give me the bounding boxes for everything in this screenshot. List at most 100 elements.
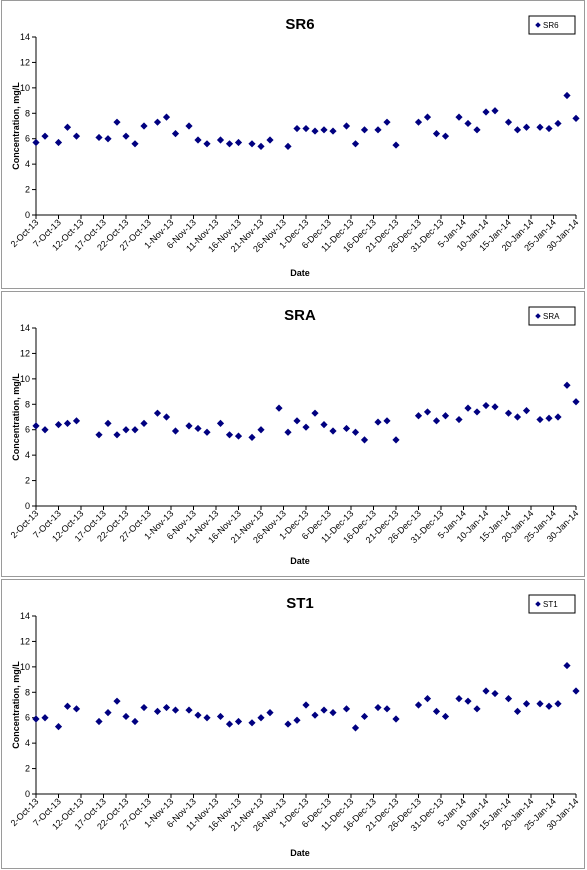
data-point [414,118,423,126]
data-point [54,421,63,429]
data-point [572,114,580,122]
data-point [284,428,292,436]
data-point [423,408,432,416]
legend-label: ST1 [543,600,558,609]
data-point [360,436,369,444]
data-point [153,118,162,126]
data-point [72,417,81,425]
data-point [513,413,522,421]
chart-1-svg: SRA024681012142-Oct-137-Oct-1312-Oct-131… [9,306,580,566]
data-point [432,130,441,138]
data-point [351,724,360,732]
data-point [162,413,171,421]
legend: SR6 [528,15,576,35]
data-point [545,702,553,710]
data-point [131,426,139,434]
data-point [473,408,481,416]
data-point [140,419,148,427]
legend-label: SRA [543,312,560,321]
data-point [414,701,423,709]
data-point [342,122,351,130]
data-point [311,409,319,417]
data-point [248,140,256,148]
data-point [563,381,571,389]
data-point [374,126,382,134]
data-point [522,407,531,415]
x-axis-label: Date [290,268,310,278]
data-point [225,140,234,148]
data-point [320,126,328,134]
legend-marker [535,22,541,28]
data-point [432,417,441,425]
data-point [153,707,162,715]
data-point [216,136,225,144]
data-point [329,427,337,435]
legend-box [528,306,576,326]
data-point [464,404,472,412]
data-point [473,705,481,713]
data-point [54,138,63,147]
data-point [54,723,63,731]
data-point [153,409,162,417]
data-point [554,119,562,128]
y-tick-label: 2 [25,476,30,486]
data-point [482,108,490,116]
data-point [374,703,382,712]
data-point [162,703,171,712]
data-point [342,424,351,433]
data-point [302,423,310,431]
data-point [185,122,193,130]
data-point [225,720,234,728]
data-point [351,140,360,148]
data-point [473,126,481,134]
y-axis-label: Concentration, mg/L [11,373,21,461]
x-axis-label: Date [290,848,310,858]
y-tick-label: 0 [25,789,30,799]
data-point [41,132,49,140]
legend-marker [535,313,541,319]
data-point [572,398,580,406]
data-point [122,132,130,140]
data-point [293,417,301,425]
data-point [284,720,292,728]
axes-lines [35,328,576,507]
data-point [455,415,463,424]
data-point [104,135,112,143]
data-point [248,433,256,441]
y-tick-label: 6 [25,425,30,435]
data-point [234,138,243,147]
data-point [392,141,400,149]
y-tick-label: 8 [25,399,30,409]
data-point [302,124,310,133]
data-point [464,697,472,705]
data-point [360,126,369,134]
data-point [572,687,580,695]
data-point [216,712,225,721]
data-point [423,695,432,703]
data-point [491,403,499,411]
data-point [545,124,553,133]
data-point [266,136,274,144]
data-point [504,695,513,703]
data-point [423,113,432,121]
data-point [293,124,301,133]
data-point [95,133,103,142]
data-point [455,695,463,703]
y-tick-label: 6 [25,713,30,723]
data-point [104,419,112,427]
data-point [320,706,328,714]
legend: SRA [528,306,576,326]
data-point [464,119,472,128]
data-point [351,428,360,436]
data-point [482,401,490,410]
data-point [194,424,202,433]
chart-panel-sra: SRA 0 2 4 6 8 10 12 14 2-Oct-13 7-Oct-13 12-Oct-13 1… [1,291,585,577]
data-point [383,705,391,713]
data-point [234,432,243,440]
data-point [329,127,337,135]
data-point [504,118,513,126]
data-point [140,703,148,712]
data-point [113,697,121,705]
y-tick-label: 6 [25,134,30,144]
